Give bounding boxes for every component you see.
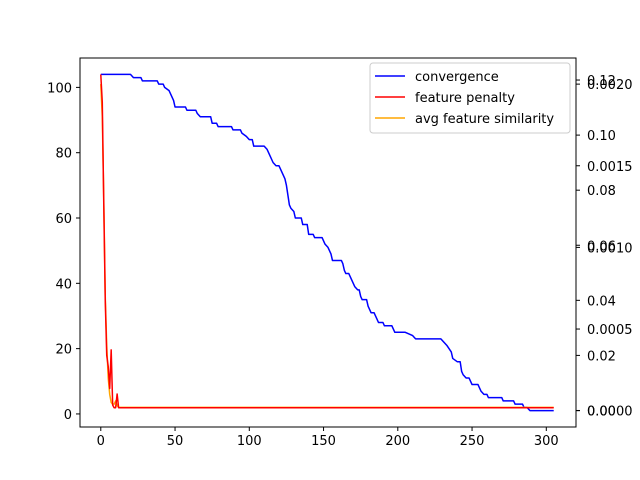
right-y-tick-label: 0.04 <box>587 294 616 309</box>
x-tick-label: 100 <box>237 434 262 449</box>
x-tick-label: 200 <box>385 434 410 449</box>
y-tick-label: 0 <box>64 408 72 423</box>
y-tick-label: 100 <box>47 81 72 96</box>
y-tick-label: 20 <box>55 343 72 358</box>
series-line-convergence <box>100 73 554 412</box>
right-y-tick-label: 0.12 <box>587 74 616 89</box>
legend-label: feature penalty <box>415 91 515 106</box>
plot-frame <box>79 57 577 428</box>
x-tick-label: 0 <box>97 434 105 449</box>
x-tick-label: 150 <box>311 434 336 449</box>
legend: convergence feature penalty avg feature si… <box>369 62 571 134</box>
right-y-tick-label: 0.0000 <box>587 405 633 420</box>
y-tick-label: 80 <box>55 147 72 162</box>
right-y-tick-label: 0.0005 <box>587 323 633 338</box>
right-y-tick-label: 0.06 <box>587 239 616 254</box>
x-tick-label: 50 <box>167 434 184 449</box>
legend-box <box>369 62 571 134</box>
y-tick-label: 40 <box>55 277 72 292</box>
right-y-tick-label: 0.0010 <box>587 241 633 256</box>
series-layer <box>100 73 554 412</box>
y-tick-label: 60 <box>55 212 72 227</box>
x-tick-label: 250 <box>460 434 485 449</box>
right-y-tick-label: 0.10 <box>587 129 616 144</box>
axes-layer: 0 50 100 150 200 250 300 0 20 40 60 80 100 0.00 0.02 0.… <box>47 57 633 449</box>
series-line-feature-penalty <box>100 74 554 409</box>
legend-label: convergence <box>415 70 499 85</box>
right-y-tick-label: 0.0020 <box>587 78 633 93</box>
right-y-tick-label: 0.08 <box>587 184 616 199</box>
legend-label: avg feature similarity <box>415 112 554 127</box>
right-y-tick-label: 0.02 <box>587 349 616 364</box>
right-y-tick-label: 0.00 <box>587 404 616 419</box>
x-tick-label: 300 <box>534 434 559 449</box>
right-y-tick-label: 0.0015 <box>587 160 633 175</box>
